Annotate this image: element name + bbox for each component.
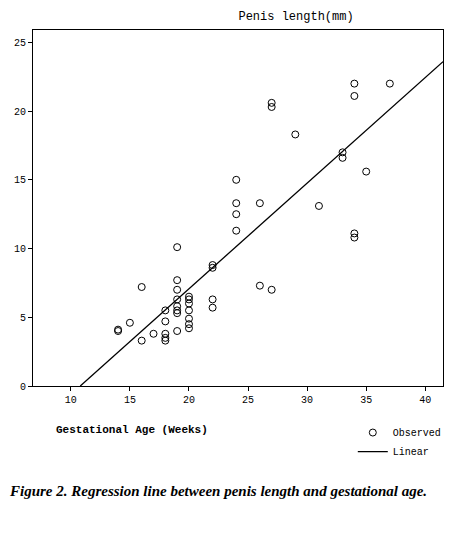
svg-text:30: 30 — [301, 395, 313, 406]
svg-text:0: 0 — [20, 382, 26, 393]
svg-text:15: 15 — [14, 175, 26, 186]
svg-text:10: 10 — [65, 395, 77, 406]
svg-text:Penis length(mm): Penis length(mm) — [238, 10, 353, 24]
svg-text:10: 10 — [14, 244, 26, 255]
svg-text:Gestational Age (Weeks): Gestational Age (Weeks) — [56, 424, 208, 436]
svg-text:40: 40 — [419, 395, 431, 406]
svg-text:20: 20 — [183, 395, 195, 406]
svg-text:Observed: Observed — [393, 428, 441, 439]
svg-text:35: 35 — [360, 395, 372, 406]
svg-text:20: 20 — [14, 107, 26, 118]
svg-text:Linear: Linear — [393, 447, 429, 458]
svg-text:25: 25 — [14, 38, 26, 49]
svg-text:25: 25 — [242, 395, 254, 406]
html-text:Figure 2. Regression line betw: Figure 2. Regression line between penis … — [10, 483, 428, 499]
svg-text:15: 15 — [124, 395, 136, 406]
svg-text:5: 5 — [20, 313, 26, 324]
